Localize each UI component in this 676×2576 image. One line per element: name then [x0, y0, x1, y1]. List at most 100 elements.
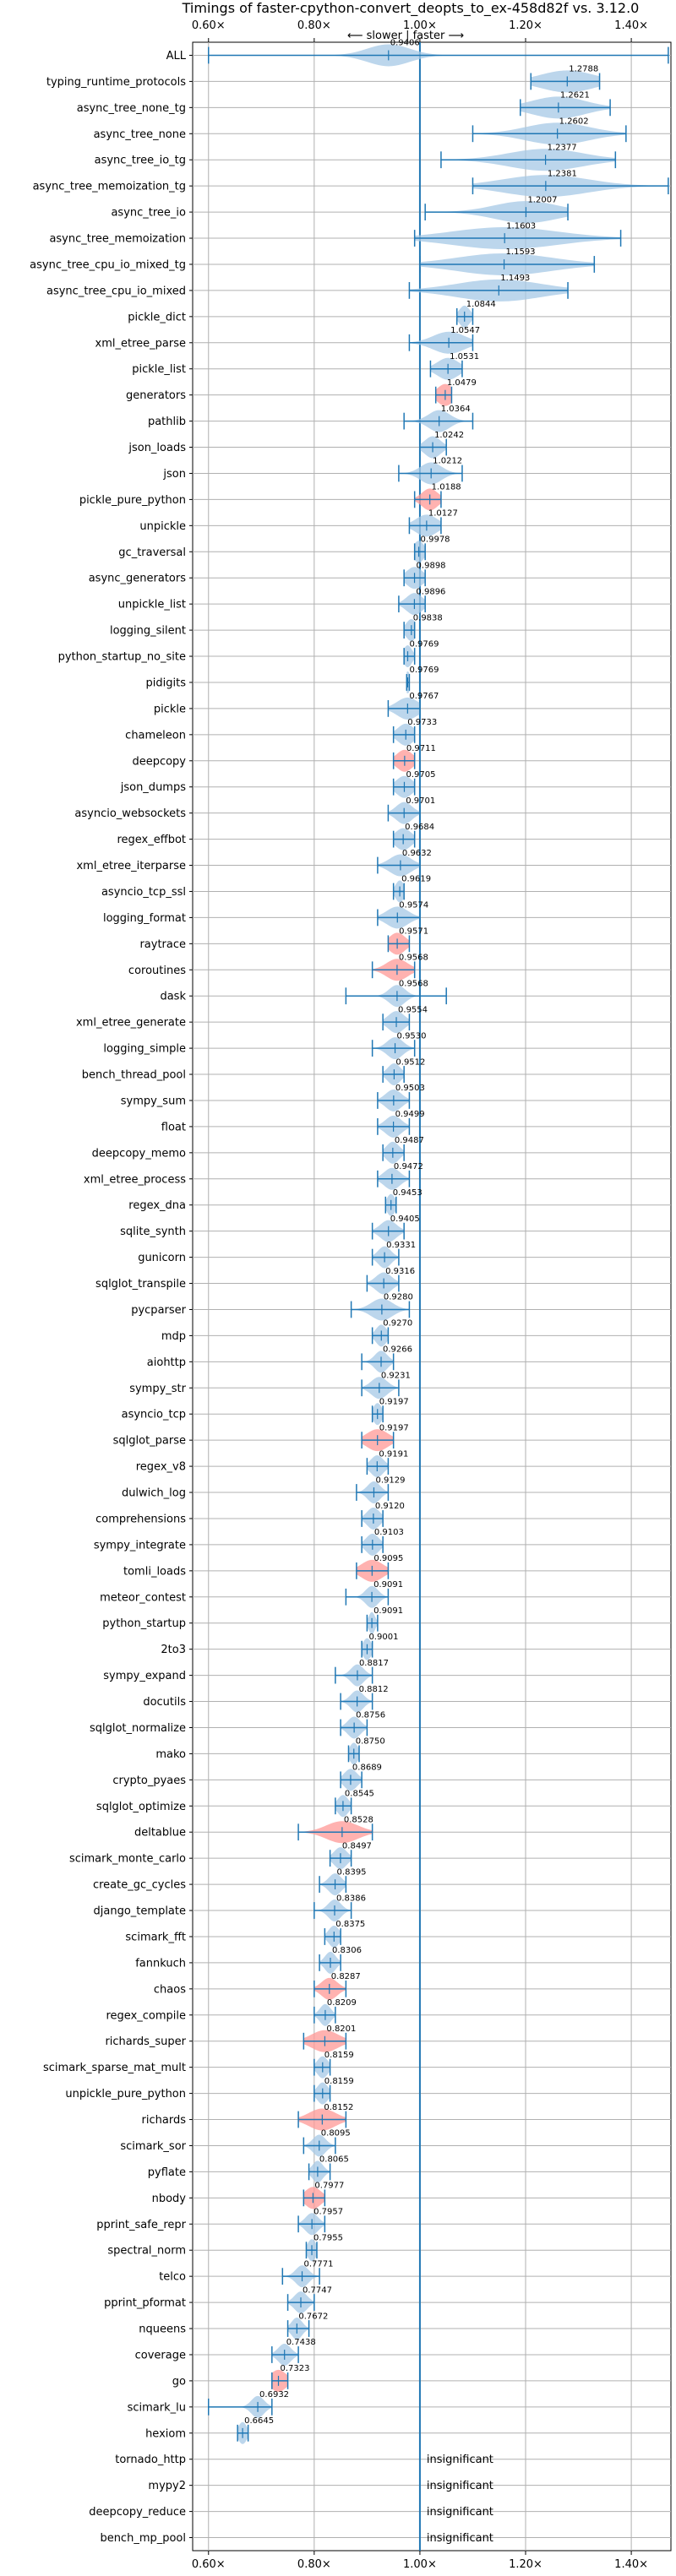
value-label: 0.9838: [413, 613, 443, 622]
category-label: coverage: [135, 2349, 186, 2361]
violin-group: 1.0127: [408, 509, 458, 537]
value-label: 0.8545: [345, 1790, 374, 1799]
violin-group: 0.7771: [281, 2259, 334, 2288]
axis-bottom: 0.60× 0.80× 1.00× 1.20× 1.40×: [192, 2551, 648, 2571]
value-label: 0.9091: [373, 1606, 403, 1616]
violin-group: 1.0531: [429, 352, 479, 380]
violin-group: 0.9487: [382, 1136, 424, 1164]
category-label: create_gc_cycles: [93, 1879, 186, 1892]
category-label: async_tree_none_tg: [77, 102, 186, 115]
category-label: deepcopy_memo: [92, 1147, 186, 1160]
category-label: spectral_norm: [107, 2245, 186, 2258]
category-label: pickle: [154, 703, 186, 715]
value-label: 0.7955: [313, 2233, 343, 2242]
violin-group: 0.9103: [361, 1528, 404, 1556]
x-tick-label: 1.00×: [403, 19, 437, 32]
category-label: sympy_str: [129, 1383, 186, 1395]
violin-group: 1.0242: [419, 431, 464, 459]
category-label: sqlglot_optimize: [96, 1801, 186, 1813]
value-label: 0.8750: [356, 1737, 385, 1747]
category-label: async_tree_memoization_tg: [33, 181, 186, 193]
category-label: deepcopy: [132, 755, 186, 768]
category-label: hexiom: [145, 2427, 186, 2440]
value-label: 0.9091: [373, 1580, 403, 1590]
category-label: go: [172, 2375, 186, 2388]
category-label: nqueens: [139, 2323, 186, 2336]
x-tick-label: 0.80×: [297, 19, 331, 32]
value-label: 1.0531: [450, 352, 479, 361]
violin-group: 0.8209: [313, 1998, 357, 2026]
x-tick-label: 1.40×: [614, 19, 648, 32]
category-label: coroutines: [128, 965, 186, 977]
violin-group: 0.9120: [361, 1502, 405, 1530]
category-label: json_loads: [128, 442, 186, 454]
category-label: tomli_loads: [123, 1565, 186, 1578]
value-label: 0.9711: [406, 744, 436, 753]
violin-group: 0.8065: [308, 2155, 349, 2183]
value-label: 1.0547: [450, 326, 480, 335]
violin-group: 0.9705: [392, 770, 435, 798]
violin-group: 1.0547: [408, 326, 480, 354]
category-label: logging_simple: [103, 1043, 186, 1056]
category-label: gunicorn: [138, 1252, 186, 1264]
violin-group: 0.9632: [377, 849, 432, 877]
value-label: 1.1493: [500, 274, 530, 283]
violin-group: 0.7957: [297, 2208, 343, 2236]
category-label: mdp: [161, 1330, 186, 1343]
violin-group: 0.8812: [340, 1685, 389, 1713]
violin-group: 0.8287: [313, 1972, 361, 2000]
value-label: 0.9767: [409, 692, 439, 701]
violin-group: 1.1493: [408, 274, 569, 302]
category-label: pprint_safe_repr: [96, 2219, 186, 2231]
category-label: async_tree_io: [111, 207, 186, 220]
value-label: 0.9191: [379, 1449, 408, 1459]
category-label: sympy_sum: [121, 1095, 186, 1107]
violin-group: 0.8756: [340, 1711, 385, 1739]
value-label: 0.9632: [402, 849, 432, 858]
category-label: chaos: [154, 1983, 186, 1996]
value-label: 0.9684: [405, 823, 434, 832]
value-label: 0.8689: [352, 1764, 382, 1773]
violin-group: 0.8497: [329, 1841, 372, 1870]
category-label: xml_etree_process: [84, 1173, 186, 1186]
category-label: deltablue: [134, 1827, 186, 1840]
category-label: sympy_integrate: [94, 1539, 186, 1552]
violin-group: 1.2602: [472, 117, 627, 145]
violin-group: 0.9512: [382, 1057, 425, 1086]
value-label: 1.2602: [559, 117, 589, 127]
violin-group: 0.9733: [392, 718, 437, 746]
value-label: 0.7438: [286, 2338, 316, 2347]
violin-group: 0.8152: [297, 2103, 353, 2131]
violin-group: 0.9568: [371, 954, 428, 981]
value-label: 1.0127: [428, 509, 458, 519]
category-label: scimark_sor: [120, 2140, 186, 2153]
value-label: 0.9978: [421, 535, 450, 545]
value-label: 1.2007: [527, 195, 557, 204]
violin-group: 0.9472: [377, 1162, 423, 1190]
category-label: django_template: [94, 1905, 186, 1918]
violin-group: 0.9769: [406, 666, 439, 693]
violin-group: 0.9838: [403, 613, 443, 642]
value-label: 0.9266: [383, 1345, 412, 1355]
value-label: 0.9705: [406, 770, 435, 780]
category-label: mypy2: [148, 2480, 186, 2492]
value-label: 0.8201: [326, 2024, 356, 2034]
category-label: tornado_http: [115, 2454, 186, 2466]
value-label: 0.8095: [321, 2129, 351, 2139]
value-label: 0.8756: [356, 1711, 385, 1720]
value-label: 0.8395: [337, 1867, 367, 1877]
category-label: async_tree_none: [94, 128, 186, 141]
violin-group: 0.8375: [324, 1920, 365, 1948]
violin-group: 0.9331: [371, 1241, 416, 1269]
value-label: 0.9001: [368, 1633, 398, 1642]
category-label: xml_etree_parse: [95, 337, 186, 350]
category-label: ALL: [166, 50, 187, 62]
category-label: logging_silent: [110, 625, 186, 638]
violin-group: 0.6645: [237, 2416, 274, 2444]
violin-group: 0.9896: [398, 587, 445, 616]
category-label: scimark_monte_carlo: [69, 1853, 186, 1866]
violin-layer: 0.9406 1.2788 1.2621 1.2602 1.2377 1.2381 1.20…: [208, 39, 669, 2545]
violin-group: 0.9554: [382, 1005, 428, 1034]
category-label: async_tree_io_tg: [95, 155, 186, 167]
